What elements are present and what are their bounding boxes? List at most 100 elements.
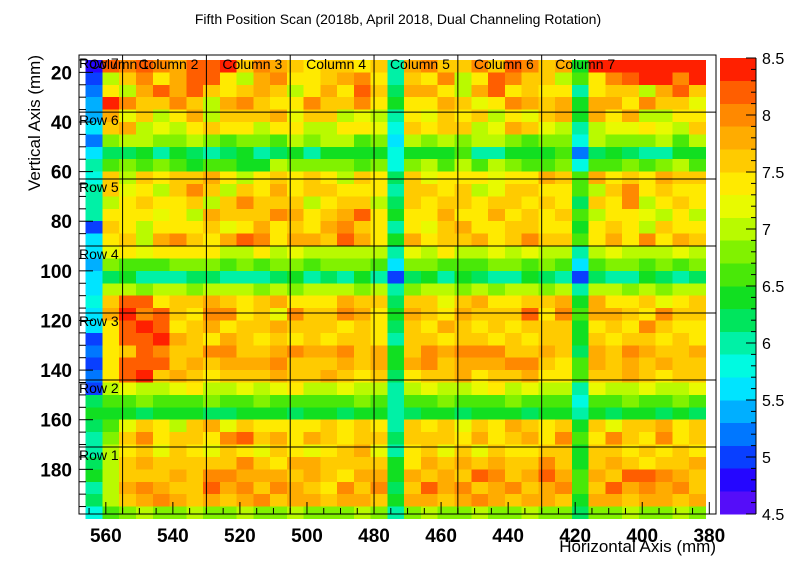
heatmap-cell	[236, 159, 254, 172]
heatmap-cell	[135, 84, 153, 98]
heatmap-cell	[521, 295, 539, 309]
heatmap-cell	[521, 370, 539, 383]
heatmap-cell	[571, 59, 589, 73]
heatmap-cell	[588, 283, 606, 296]
heatmap-cell	[420, 407, 438, 420]
heatmap-cell	[236, 121, 254, 135]
heatmap-cell	[236, 308, 254, 321]
heatmap-cell	[152, 332, 170, 346]
heatmap-cell	[471, 308, 489, 321]
heatmap-cell	[488, 407, 505, 420]
heatmap-cell	[219, 72, 237, 85]
heatmap-cell	[689, 59, 706, 73]
heatmap-cell	[253, 84, 271, 98]
heatmap-cell	[672, 258, 690, 271]
heatmap-cell	[135, 270, 153, 284]
heatmap-cell	[119, 283, 136, 296]
heatmap-cell	[588, 332, 606, 346]
heatmap-cell	[689, 295, 706, 309]
heatmap-cell	[638, 246, 656, 259]
heatmap-cell	[152, 121, 170, 135]
heatmap-cell	[454, 394, 472, 408]
heatmap-cell	[102, 308, 120, 321]
heatmap-cell	[320, 221, 338, 234]
heatmap-cell	[169, 84, 187, 98]
heatmap-cell	[672, 394, 690, 408]
heatmap-cell	[203, 171, 220, 185]
heatmap-cell	[672, 345, 690, 358]
heatmap-cell	[588, 407, 606, 420]
heatmap-cell	[85, 407, 103, 420]
heatmap-cell	[270, 332, 287, 346]
heatmap-cell	[521, 481, 539, 495]
column-label: Column 3	[222, 56, 282, 72]
heatmap-cell	[689, 394, 706, 408]
heatmap-cell	[320, 332, 338, 346]
x-tick-label: 520	[224, 526, 256, 547]
heatmap-cell	[638, 208, 656, 222]
heatmap-cell	[135, 121, 153, 135]
heatmap-cell	[538, 59, 556, 73]
heatmap-cell	[135, 432, 153, 445]
heatmap-cell	[303, 84, 321, 98]
heatmap-cell	[353, 196, 371, 209]
heatmap-cell	[253, 270, 271, 284]
heatmap-cell	[85, 432, 103, 445]
heatmap-cell	[270, 407, 287, 420]
heatmap-cell	[638, 357, 656, 371]
heatmap-cell	[85, 59, 103, 73]
heatmap-cell	[571, 246, 589, 259]
heatmap-cell	[555, 72, 572, 85]
heatmap-cell	[119, 345, 136, 358]
heatmap-cell	[404, 345, 421, 358]
heatmap-cell	[169, 171, 187, 185]
y-axis-ticks: 20 40 60 80 100 120 140 160 180	[40, 59, 93, 508]
heatmap-cell	[270, 345, 287, 358]
heatmap-cell	[236, 456, 254, 470]
heatmap-cell	[672, 357, 690, 371]
heatmap-cell	[538, 184, 556, 197]
heatmap-cell	[471, 469, 489, 482]
heatmap-cell	[152, 171, 170, 185]
y-tick-label: 140	[40, 361, 72, 382]
heatmap-cell	[672, 308, 690, 321]
heatmap-cell	[622, 332, 639, 346]
heatmap-cell	[521, 283, 539, 296]
heatmap-cell	[605, 283, 623, 296]
heatmap-cell	[186, 270, 204, 284]
heatmap-cell	[270, 270, 287, 284]
heatmap-cell	[152, 469, 170, 482]
heatmap-cell	[538, 357, 556, 371]
heatmap-cell	[370, 407, 388, 420]
heatmap-cell	[353, 159, 371, 172]
heatmap-cell	[420, 283, 438, 296]
heatmap-cell	[538, 481, 556, 495]
heatmap-cell	[521, 84, 539, 98]
heatmap-cell	[102, 295, 120, 309]
heatmap-cell	[622, 283, 639, 296]
heatmap-cell	[270, 184, 287, 197]
heatmap-cell	[203, 506, 220, 519]
heatmap-cell	[420, 357, 438, 371]
heatmap-cell	[504, 345, 522, 358]
colorbar-band	[720, 308, 756, 332]
heatmap-cell	[186, 134, 204, 147]
row-label: Row 7	[79, 55, 119, 71]
heatmap-cell	[203, 432, 220, 445]
heatmap-cell	[488, 221, 505, 234]
heatmap-cell	[605, 456, 623, 470]
heatmap-cell	[270, 320, 287, 333]
heatmap-cell	[119, 419, 136, 433]
heatmap-cell	[286, 72, 304, 85]
heatmap-cell	[203, 159, 220, 172]
heatmap-cell	[672, 146, 690, 160]
heatmap-cell	[370, 481, 388, 495]
heatmap-cell	[655, 481, 673, 495]
heatmap-cell	[270, 171, 287, 185]
heatmap-cell	[102, 432, 120, 445]
heatmap-cell	[488, 320, 505, 333]
heatmap-cell	[404, 456, 421, 470]
heatmap-cell	[152, 134, 170, 147]
heatmap-cell	[286, 295, 304, 309]
heatmap-cell	[152, 283, 170, 296]
